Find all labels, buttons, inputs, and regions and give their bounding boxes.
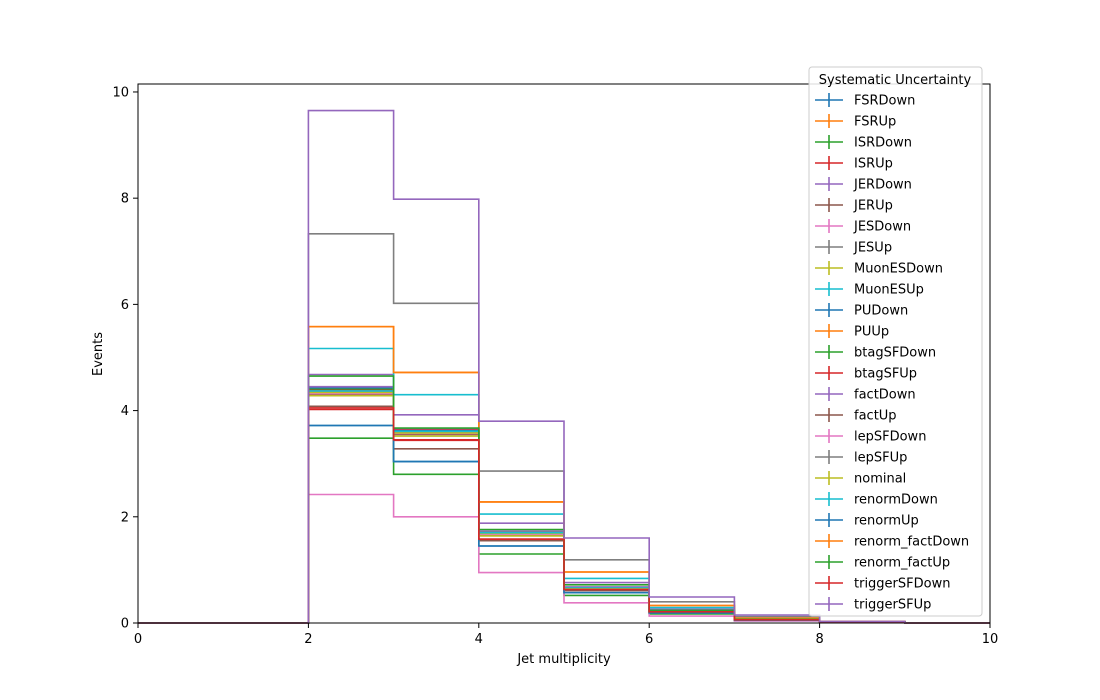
y-tick-label: 0 bbox=[121, 617, 129, 632]
legend-label: renorm_factDown bbox=[854, 535, 969, 550]
legend-label: JESUp bbox=[853, 241, 892, 256]
legend-label: ISRUp bbox=[854, 157, 893, 172]
legend-entry: JERDown bbox=[815, 177, 912, 193]
legend-entry: renorm_factDown bbox=[815, 534, 969, 550]
x-tick-label: 0 bbox=[134, 632, 142, 647]
legend-entry: renormUp bbox=[815, 513, 919, 529]
legend-label: renorm_factUp bbox=[854, 556, 950, 571]
legend-label: btagSFUp bbox=[854, 367, 917, 382]
y-tick-label: 8 bbox=[121, 192, 129, 207]
legend-label: factUp bbox=[854, 409, 897, 424]
legend-label: triggerSFDown bbox=[854, 577, 950, 592]
x-tick-label: 2 bbox=[304, 632, 312, 647]
legend-entry: ISRUp bbox=[815, 156, 893, 172]
x-tick-label: 8 bbox=[815, 632, 823, 647]
plot-frame bbox=[137, 83, 991, 624]
legend-entry: FSRUp bbox=[815, 114, 896, 130]
y-tick-label: 10 bbox=[112, 85, 129, 100]
legend-entry: btagSFDown bbox=[815, 345, 936, 361]
legend-entry: FSRDown bbox=[815, 93, 915, 109]
series-line-triggerSFUp bbox=[138, 109, 990, 624]
legend-label: JERDown bbox=[853, 178, 912, 193]
legend-entry: renormDown bbox=[815, 492, 938, 508]
legend-label: renormUp bbox=[854, 514, 919, 529]
legend-title: Systematic Uncertainty bbox=[819, 73, 972, 88]
legend-label: JERUp bbox=[853, 199, 893, 214]
legend-entry: lepSFDown bbox=[815, 429, 926, 445]
legend-label: MuonESDown bbox=[854, 262, 943, 277]
legend-label: JESDown bbox=[853, 220, 911, 235]
series-layer bbox=[138, 109, 990, 624]
legend-entry: JERUp bbox=[815, 198, 893, 214]
legend-label: PUDown bbox=[854, 304, 908, 319]
legend-frame bbox=[808, 66, 983, 617]
legend-label: lepSFDown bbox=[854, 430, 926, 445]
legend-items: FSRDown FSRUp ISRDown ISRUp JERDown JERUp JESD… bbox=[815, 93, 969, 613]
legend-entry: lepSFUp bbox=[815, 450, 907, 466]
legend-entry: JESUp bbox=[815, 240, 892, 256]
y-tick-label: 2 bbox=[121, 510, 129, 525]
legend: Systematic Uncertainty FSRDown FSRUp ISRDo… bbox=[808, 66, 983, 617]
legend-label: btagSFDown bbox=[854, 346, 936, 361]
legend-label: renormDown bbox=[854, 493, 938, 508]
legend-entry: factDown bbox=[815, 387, 916, 403]
legend-entry: MuonESDown bbox=[815, 261, 943, 277]
legend-label: FSRDown bbox=[854, 94, 915, 109]
legend-label: nominal bbox=[854, 472, 906, 487]
x-axis-label: Jet multiplicity bbox=[516, 652, 611, 667]
y-tick-label: 4 bbox=[121, 404, 129, 419]
legend-label: triggerSFUp bbox=[854, 598, 931, 613]
legend-entry: triggerSFDown bbox=[815, 576, 950, 592]
legend-entry: renorm_factUp bbox=[815, 555, 950, 571]
x-tick-label: 4 bbox=[475, 632, 483, 647]
legend-label: MuonESUp bbox=[854, 283, 924, 298]
legend-entry: PUUp bbox=[815, 324, 889, 340]
legend-label: ISRDown bbox=[854, 136, 912, 151]
legend-entry: factUp bbox=[815, 408, 897, 424]
legend-entry: PUDown bbox=[815, 303, 908, 319]
legend-entry: triggerSFUp bbox=[815, 597, 931, 613]
legend-label: FSRUp bbox=[854, 115, 896, 130]
legend-label: lepSFUp bbox=[854, 451, 907, 466]
legend-entry: nominal bbox=[815, 471, 906, 487]
x-tick-label: 10 bbox=[982, 632, 999, 647]
legend-entry: ISRDown bbox=[815, 135, 912, 151]
y-axis-label: Events bbox=[91, 332, 106, 376]
legend-label: factDown bbox=[854, 388, 916, 403]
x-tick-label: 6 bbox=[645, 632, 653, 647]
legend-entry: MuonESUp bbox=[815, 282, 924, 298]
legend-entry: JESDown bbox=[815, 219, 911, 235]
y-tick-label: 6 bbox=[121, 298, 129, 313]
legend-entry: btagSFUp bbox=[815, 366, 917, 382]
y-axis-ticks: 0 2 4 6 8 10 bbox=[112, 85, 138, 632]
x-axis-ticks: 0 2 4 6 8 10 bbox=[134, 623, 998, 647]
legend-label: PUUp bbox=[854, 325, 889, 340]
